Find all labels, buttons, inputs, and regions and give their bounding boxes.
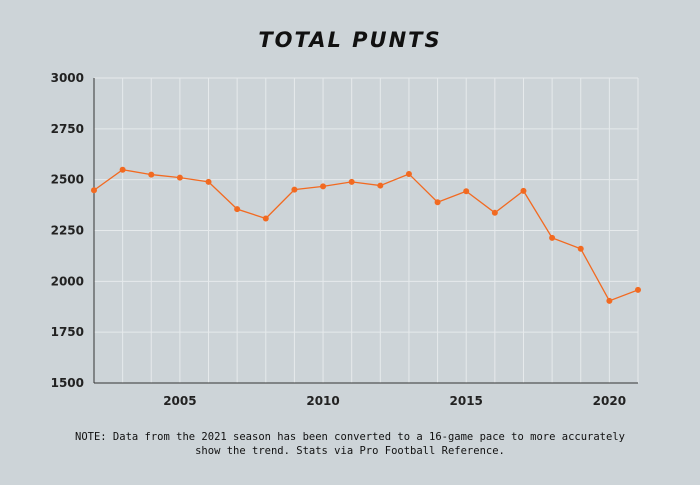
data-point bbox=[520, 187, 527, 194]
data-point bbox=[491, 209, 498, 216]
y-tick-label: 3000 bbox=[51, 71, 84, 85]
data-point bbox=[262, 215, 269, 222]
y-tick-label: 2000 bbox=[51, 274, 84, 288]
x-tick-label: 2015 bbox=[450, 394, 483, 408]
data-point bbox=[148, 171, 155, 178]
x-tick-label: 2005 bbox=[163, 394, 196, 408]
data-point bbox=[119, 166, 126, 173]
chart-title: TOTAL PUNTS bbox=[258, 28, 442, 52]
data-point bbox=[606, 297, 613, 304]
y-tick-label: 2250 bbox=[51, 224, 84, 238]
x-tick-label: 2010 bbox=[306, 394, 339, 408]
chart-note: NOTE: Data from the 2021 season has been… bbox=[75, 431, 625, 457]
y-tick-label: 1500 bbox=[51, 376, 84, 390]
data-point bbox=[549, 234, 556, 241]
y-tick-label: 1750 bbox=[51, 325, 84, 339]
data-point bbox=[377, 182, 384, 189]
data-point bbox=[320, 183, 327, 190]
data-point bbox=[635, 286, 641, 293]
data-point bbox=[577, 245, 584, 252]
x-tick-label: 2020 bbox=[593, 394, 626, 408]
data-point bbox=[434, 199, 441, 206]
data-point bbox=[348, 178, 355, 185]
data-point bbox=[405, 170, 412, 177]
data-point bbox=[91, 187, 97, 194]
series-line bbox=[93, 169, 639, 302]
y-tick-label: 2750 bbox=[51, 122, 84, 136]
data-point bbox=[176, 174, 183, 181]
data-point bbox=[205, 178, 212, 185]
y-tick-label: 2500 bbox=[51, 173, 84, 187]
data-point bbox=[463, 188, 470, 195]
data-point bbox=[291, 186, 298, 193]
data-point bbox=[234, 206, 241, 213]
